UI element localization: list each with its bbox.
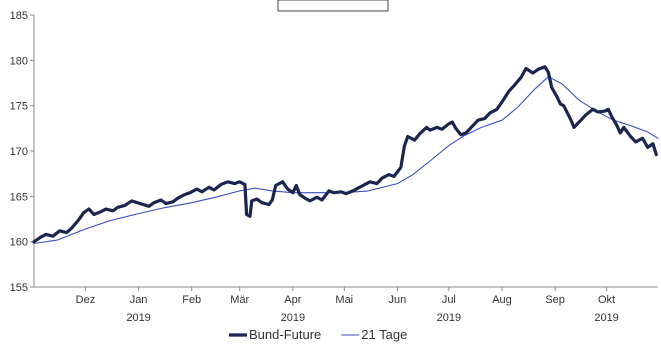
x-tick-label-year: 2019: [281, 312, 305, 324]
x-tick-label-month: Dez: [76, 294, 96, 306]
x-tick-label-year: 2019: [126, 312, 150, 324]
x-tick-label-month: Okt: [598, 294, 615, 306]
y-tick-label: 155: [10, 282, 28, 294]
axes: 155 160 165 170 175 180 185 Dez Jan 2019 Feb Mär Apr…: [10, 10, 658, 324]
x-tick-label-month: Aug: [492, 294, 512, 306]
x-tick-label-month: Jul: [442, 294, 456, 306]
y-tick-label: 160: [10, 237, 28, 249]
plot-area: [32, 65, 659, 245]
y-tick-label: 185: [10, 10, 28, 22]
x-tick-label-month: Jun: [389, 294, 407, 306]
y-tick-label: 180: [10, 55, 28, 67]
x-tick-label-month: Jan: [130, 294, 148, 306]
legend-label-1: 21 Tage: [361, 327, 407, 342]
x-tick-label-month: Feb: [182, 294, 201, 306]
x-tick-label-month: Mai: [335, 294, 353, 306]
series-line-1: [33, 76, 659, 245]
x-tick-label-month: Mär: [230, 294, 249, 306]
y-tick-label: 170: [10, 146, 28, 158]
x-tick-label-year: 2019: [594, 312, 618, 324]
series-line-0: [32, 65, 658, 244]
x-tick-label-year: 2019: [437, 312, 461, 324]
title-box: [277, 0, 389, 12]
legend-label-0: Bund-Future: [249, 327, 321, 342]
x-tick-label-month: Sep: [545, 294, 565, 306]
x-tick-label-month: Apr: [284, 294, 301, 306]
y-tick-label: 175: [10, 101, 28, 113]
y-tick-label: 165: [10, 191, 28, 203]
legend: Bund-Future 21 Tage: [229, 327, 407, 342]
